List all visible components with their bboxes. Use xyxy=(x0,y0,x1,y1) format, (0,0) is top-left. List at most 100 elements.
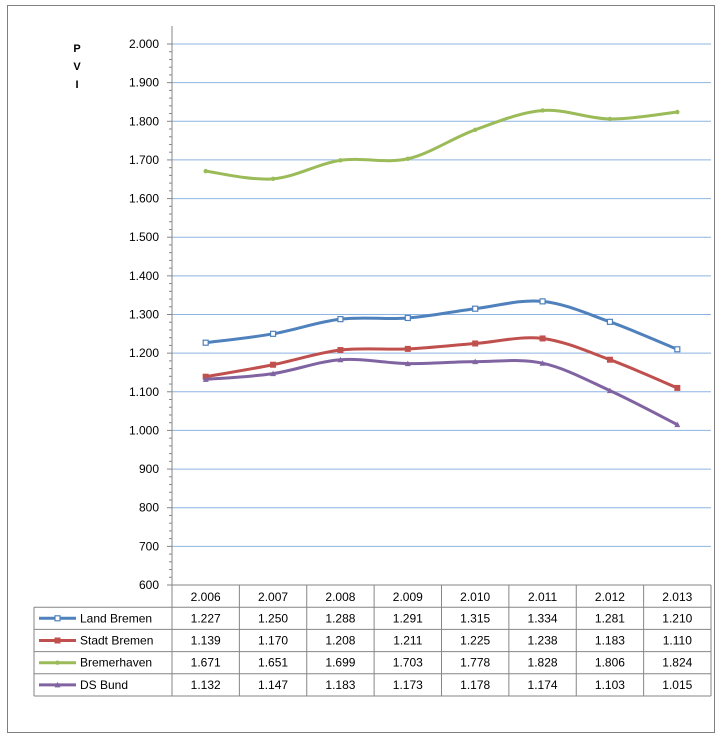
table-value: 1.651 xyxy=(258,656,288,670)
data-point-marker xyxy=(674,346,681,353)
data-point-marker xyxy=(404,360,411,367)
x-tick-label: 2.008 xyxy=(325,590,355,604)
legend-label: DS Bund xyxy=(80,678,128,692)
table-value: 1.210 xyxy=(662,611,692,625)
table-value: 1.103 xyxy=(595,678,625,692)
data-point-marker xyxy=(606,318,614,325)
data-point-marker xyxy=(539,298,546,305)
data-point-marker xyxy=(54,615,61,622)
data-point-marker xyxy=(472,358,479,365)
data-point-marker xyxy=(338,158,343,163)
x-tick-label: 2.011 xyxy=(528,590,557,604)
y-tick-label: 1.800 xyxy=(129,114,159,128)
y-tick-label: 1.400 xyxy=(129,269,159,283)
data-point-marker xyxy=(337,316,344,323)
x-tick-label: 2.010 xyxy=(460,590,490,604)
y-tick-label: 1.600 xyxy=(129,192,159,206)
table-value: 1.173 xyxy=(393,678,423,692)
y-tick-label: 800 xyxy=(139,501,159,515)
y-tick-label: 600 xyxy=(139,578,159,592)
series-line xyxy=(204,357,679,427)
table-value: 1.132 xyxy=(191,678,221,692)
table-value: 1.824 xyxy=(662,656,692,670)
y-axis-title-letter: P xyxy=(73,43,80,55)
y-tick-label: 700 xyxy=(139,539,159,553)
table-value: 1.015 xyxy=(662,678,692,692)
y-axis-title-letter: V xyxy=(73,61,81,73)
table-value: 1.828 xyxy=(528,656,558,670)
table-value: 1.315 xyxy=(460,611,490,625)
legend-label: Land Bremen xyxy=(80,611,152,625)
data-point-marker xyxy=(539,360,546,366)
table-value: 1.174 xyxy=(528,678,558,692)
table-value: 1.288 xyxy=(325,611,355,625)
data-point-marker xyxy=(202,339,209,346)
data-point-marker xyxy=(202,376,209,382)
x-tick-label: 2.012 xyxy=(595,590,625,604)
table-value: 1.699 xyxy=(325,656,355,670)
data-point-marker xyxy=(54,637,61,644)
table-value: 1.110 xyxy=(663,634,692,648)
y-tick-label: 2.000 xyxy=(129,37,159,51)
data-point-marker xyxy=(606,387,613,394)
table-value: 1.183 xyxy=(325,678,355,692)
y-tick-label: 1.100 xyxy=(129,385,159,399)
data-point-marker xyxy=(54,681,61,688)
data-point-marker xyxy=(472,305,479,312)
data-point-marker xyxy=(269,330,277,337)
table-value: 1.703 xyxy=(393,656,423,670)
data-point-marker xyxy=(337,356,344,363)
data-point-marker xyxy=(607,116,613,122)
data-point-marker xyxy=(675,109,680,115)
table-value: 1.183 xyxy=(595,634,625,648)
table-value: 1.281 xyxy=(595,611,625,625)
x-tick-label: 2.013 xyxy=(662,590,692,604)
y-tick-label: 1.300 xyxy=(129,308,159,322)
data-point-marker xyxy=(472,127,478,132)
data-point-marker xyxy=(404,314,411,322)
y-tick-label: 1.000 xyxy=(129,423,159,437)
table-value: 1.227 xyxy=(191,611,221,625)
table-value: 1.225 xyxy=(460,634,490,648)
data-point-marker xyxy=(270,370,277,377)
y-tick-label: 900 xyxy=(139,462,159,476)
table-value: 1.250 xyxy=(258,611,288,625)
legend-label: Bremerhaven xyxy=(80,656,152,670)
table-value: 1.671 xyxy=(191,656,221,670)
data-point-marker xyxy=(540,108,545,113)
x-tick-label: 2.006 xyxy=(191,590,221,604)
table-value: 1.291 xyxy=(393,611,423,625)
chart-frame xyxy=(7,5,715,733)
table-value: 1.139 xyxy=(191,634,221,648)
table-value: 1.211 xyxy=(393,634,422,648)
y-axis-title-letter: I xyxy=(75,79,78,91)
data-point-marker xyxy=(404,345,411,352)
x-tick-label: 2.007 xyxy=(258,590,288,604)
y-tick-label: 1.700 xyxy=(129,153,159,167)
data-point-marker xyxy=(337,347,344,354)
y-tick-label: 1.200 xyxy=(129,346,159,360)
data-point-marker xyxy=(405,156,411,161)
series-line xyxy=(204,108,679,181)
legend-label: Stadt Bremen xyxy=(80,634,153,648)
data-point-marker xyxy=(270,361,277,368)
data-point-marker xyxy=(674,421,681,428)
table-value: 1.238 xyxy=(528,634,558,648)
data-point-marker xyxy=(674,384,681,391)
data-point-marker xyxy=(55,660,60,665)
data-point-marker xyxy=(270,176,276,182)
table-value: 1.178 xyxy=(460,678,490,692)
table-value: 1.147 xyxy=(258,678,288,692)
data-point-marker xyxy=(606,356,613,363)
x-tick-label: 2.009 xyxy=(393,590,423,604)
table-value: 1.806 xyxy=(595,656,625,670)
data-point-marker xyxy=(203,168,208,174)
data-point-marker xyxy=(472,340,479,347)
table-value: 1.170 xyxy=(258,634,288,648)
y-tick-label: 1.500 xyxy=(129,230,159,244)
table-value: 1.208 xyxy=(325,634,355,648)
y-tick-label: 1.900 xyxy=(129,76,159,90)
table-value: 1.334 xyxy=(528,611,558,625)
series-line xyxy=(204,336,679,390)
